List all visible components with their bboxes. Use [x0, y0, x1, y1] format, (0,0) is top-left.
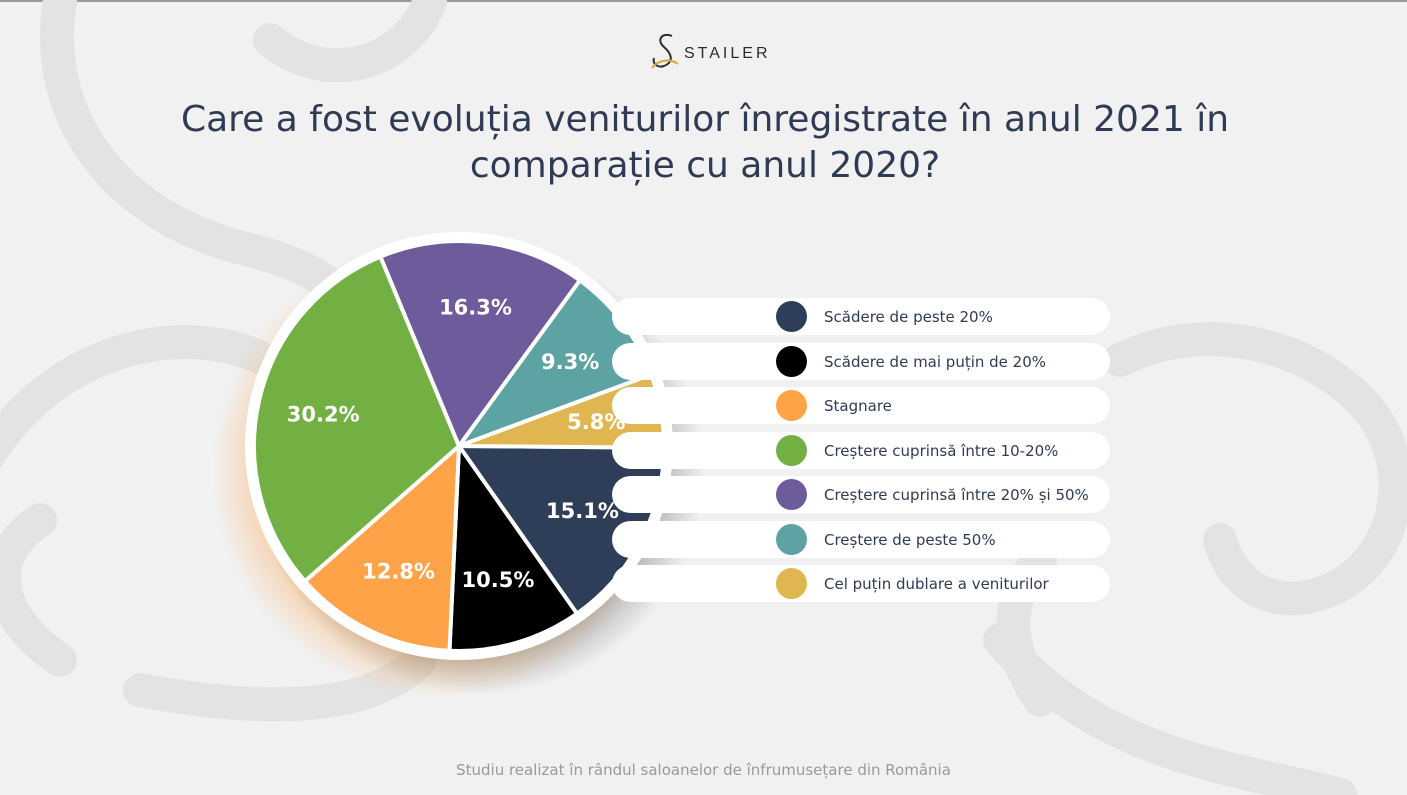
- pie-slice-label-4: 30.2%: [287, 402, 360, 426]
- legend-label: Creștere cuprinsă între 20% și 50%: [824, 486, 1089, 504]
- legend-label: Creștere de peste 50%: [824, 530, 996, 549]
- pie-slice-label-5: 16.3%: [439, 296, 512, 320]
- legend-item-6: Creștere de peste 50%: [612, 520, 1110, 558]
- top-border: [0, 0, 1407, 2]
- legend-swatch: [776, 390, 807, 421]
- pie-slice-4: [252, 254, 461, 584]
- legend-item-7: Cel puțin dublare a veniturilor: [612, 565, 1110, 602]
- legend-swatch: [776, 479, 807, 510]
- pie-slice-label-1: 15.1%: [546, 499, 619, 523]
- legend-item-1: Scădere de peste 20%: [612, 298, 1110, 335]
- footer-note: Studiu realizat în rândul saloanelor de …: [456, 761, 951, 779]
- pie-slice-label-2: 10.5%: [462, 568, 535, 592]
- brand-name: STAILER: [684, 45, 771, 62]
- legend-item-2: Scădere de mai puțin de 20%: [612, 342, 1110, 380]
- legend-item-4: Creștere cuprinsă între 10-20%: [612, 431, 1110, 469]
- pie-slice-5: [378, 239, 582, 448]
- legend-swatch: [776, 568, 807, 599]
- legend-swatch: [776, 345, 807, 377]
- chart-title: Care a fost evoluția veniturilor înregis…: [180, 99, 1230, 186]
- legend-swatch: [776, 434, 807, 466]
- stailer-logo: [651, 34, 679, 69]
- pie-slice-label-6: 9.3%: [541, 350, 599, 374]
- legend-label: Stagnare: [824, 397, 892, 415]
- pie-slice-label-3: 12.8%: [362, 560, 435, 584]
- legend-item-3: Stagnare: [612, 387, 1110, 424]
- pie-slice-3: [302, 444, 461, 653]
- legend-label: Creștere cuprinsă între 10-20%: [824, 441, 1059, 460]
- legend-swatch: [776, 523, 807, 555]
- legend-swatch: [776, 301, 807, 332]
- pie-slice-2: [447, 444, 579, 653]
- legend-label: Cel puțin dublare a veniturilor: [824, 575, 1049, 593]
- legend-label: Scădere de peste 20%: [824, 308, 993, 326]
- legend-label: Scădere de mai puțin de 20%: [824, 352, 1047, 371]
- legend-item-5: Creștere cuprinsă între 20% și 50%: [612, 476, 1110, 513]
